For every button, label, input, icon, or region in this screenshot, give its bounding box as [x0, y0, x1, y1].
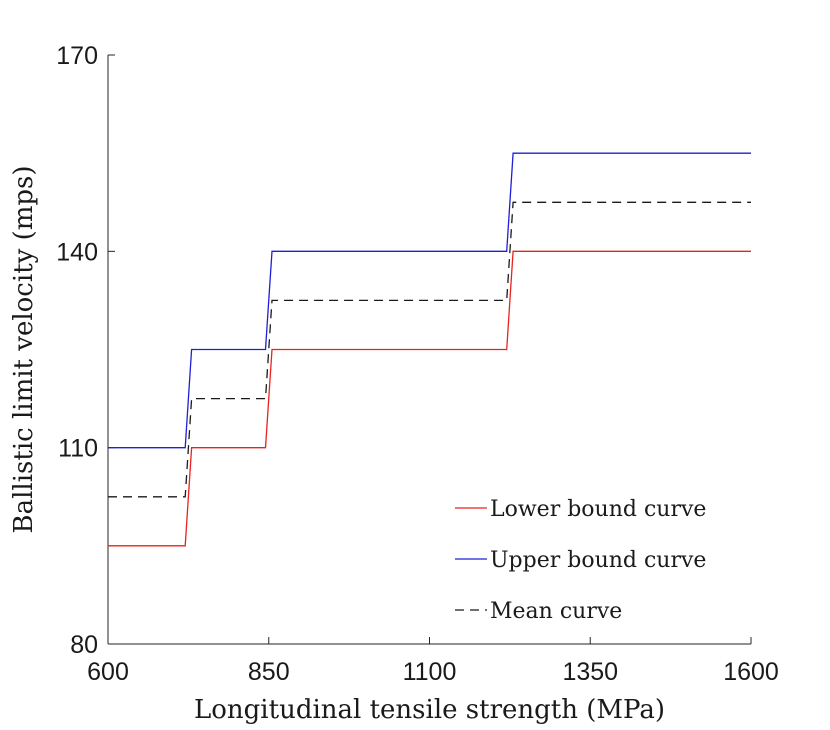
x-axis-title: Longitudinal tensile strength (MPa) — [194, 695, 665, 725]
x-tick-label: 600 — [87, 658, 129, 686]
y-tick-label: 110 — [58, 435, 98, 463]
x-tick-label: 1100 — [403, 658, 457, 686]
legend: Lower bound curve Upper bound curve Mean c… — [455, 497, 706, 624]
x-tick-label: 1600 — [723, 658, 779, 686]
legend-label: Lower bound curve — [490, 497, 706, 522]
axes: 600 850 1100 1350 1600 80 110 140 170 — [56, 42, 779, 686]
y-tick-label: 80 — [70, 631, 98, 659]
legend-label: Mean curve — [490, 599, 622, 624]
y-axis-title: Ballistic limit velocity (mps) — [9, 165, 39, 533]
x-tick-label: 1350 — [562, 658, 618, 686]
series-line-upper-bound-curve — [108, 152, 751, 449]
series-line-mean-curve — [108, 201, 751, 498]
y-tick-label: 140 — [56, 238, 98, 266]
series-line-lower-bound-curve — [108, 250, 751, 547]
y-tick-label: 170 — [56, 42, 98, 70]
legend-label: Upper bound curve — [490, 548, 706, 573]
x-tick-label: 850 — [248, 658, 290, 686]
plot-area — [108, 152, 751, 547]
